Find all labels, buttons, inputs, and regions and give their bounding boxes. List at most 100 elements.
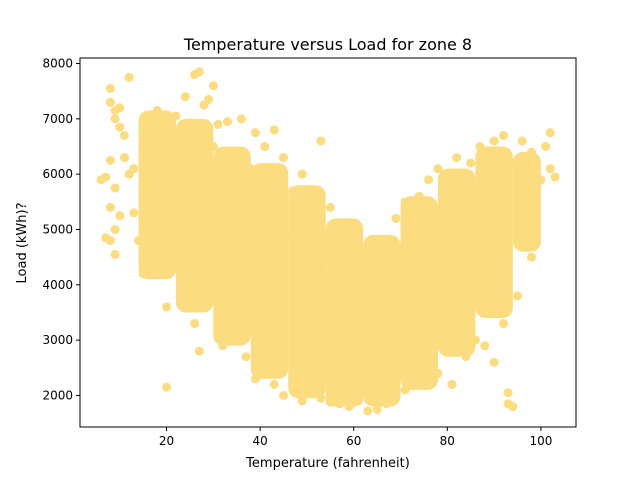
data-point — [381, 296, 391, 306]
data-point — [400, 385, 410, 395]
data-point — [283, 230, 293, 240]
density-band — [250, 163, 289, 379]
data-point — [396, 335, 406, 345]
data-point — [508, 158, 518, 168]
data-point — [302, 252, 312, 262]
plot-frame — [79, 57, 577, 428]
data-point — [536, 175, 546, 185]
data-point — [498, 319, 508, 329]
y-axis-ticks: 2000 3000 4000 5000 6000 7000 8000 — [42, 57, 80, 402]
y-tick-label: 7000 — [42, 112, 73, 126]
data-point — [152, 106, 162, 116]
data-point — [133, 236, 143, 246]
data-point — [414, 319, 424, 329]
data-point — [166, 213, 176, 223]
data-point — [143, 153, 153, 163]
data-point — [162, 302, 172, 312]
data-point — [391, 213, 401, 223]
data-point — [498, 130, 508, 140]
y-tick-label: 3000 — [42, 333, 73, 347]
data-point — [372, 241, 382, 251]
data-point — [110, 249, 120, 259]
data-point — [475, 247, 485, 257]
data-point — [227, 236, 237, 246]
data-point — [236, 114, 246, 124]
chart-title: Temperature versus Load for zone 8 — [183, 35, 472, 54]
data-point — [438, 252, 448, 262]
data-point — [119, 130, 129, 140]
data-point — [461, 352, 471, 362]
data-point — [494, 236, 504, 246]
data-point — [484, 153, 494, 163]
data-point — [185, 119, 195, 129]
data-point — [508, 402, 518, 412]
y-axis-title: Load (kWh)? — [15, 203, 30, 284]
data-point — [110, 114, 120, 124]
data-point — [363, 406, 373, 416]
x-axis-ticks: 20 40 60 80 100 — [159, 427, 552, 448]
data-point — [489, 357, 499, 367]
data-point — [265, 324, 275, 334]
data-point — [115, 211, 125, 221]
data-point — [194, 346, 204, 356]
data-point — [452, 153, 462, 163]
data-point — [279, 153, 289, 163]
data-point — [148, 252, 158, 262]
data-point — [255, 258, 265, 268]
data-point — [419, 363, 429, 373]
data-point — [541, 142, 551, 152]
data-point — [129, 164, 139, 174]
data-point — [274, 208, 284, 218]
data-point — [527, 147, 537, 157]
data-points — [96, 67, 560, 416]
data-point — [115, 103, 125, 113]
data-point — [307, 388, 317, 398]
data-point — [105, 202, 115, 212]
data-point — [162, 125, 172, 135]
data-point — [218, 186, 228, 196]
x-tick-label: 20 — [159, 434, 174, 448]
x-tick-label: 80 — [440, 434, 455, 448]
data-point — [119, 153, 129, 163]
data-point — [550, 172, 560, 182]
data-point — [325, 397, 335, 407]
data-point — [260, 357, 270, 367]
data-point — [255, 175, 265, 185]
data-point — [129, 208, 139, 218]
data-point — [311, 313, 321, 323]
y-tick-label: 8000 — [42, 57, 73, 71]
data-point — [456, 224, 466, 234]
data-point — [171, 111, 181, 121]
data-point — [222, 117, 232, 127]
data-point — [344, 274, 354, 284]
data-point — [400, 197, 410, 207]
data-point — [349, 307, 359, 317]
data-point — [246, 164, 256, 174]
data-point — [138, 180, 148, 190]
x-tick-label: 100 — [529, 434, 552, 448]
x-tick-label: 40 — [253, 434, 268, 448]
data-point — [367, 319, 377, 329]
data-point — [185, 285, 195, 295]
data-point — [335, 230, 345, 240]
data-point — [428, 291, 438, 301]
data-point — [157, 202, 167, 212]
data-point — [424, 175, 434, 185]
data-point — [288, 385, 298, 395]
x-tick-label: 60 — [346, 434, 361, 448]
data-point — [307, 191, 317, 201]
data-point — [176, 236, 186, 246]
data-point — [330, 335, 340, 345]
y-tick-label: 5000 — [42, 222, 73, 236]
data-point — [143, 219, 153, 229]
data-point — [166, 158, 176, 168]
data-point — [545, 164, 555, 174]
data-point — [176, 142, 186, 152]
data-point — [105, 236, 115, 246]
data-point — [527, 252, 537, 262]
data-point — [433, 164, 443, 174]
data-point — [260, 142, 270, 152]
data-point — [213, 119, 223, 129]
data-point — [250, 374, 260, 384]
